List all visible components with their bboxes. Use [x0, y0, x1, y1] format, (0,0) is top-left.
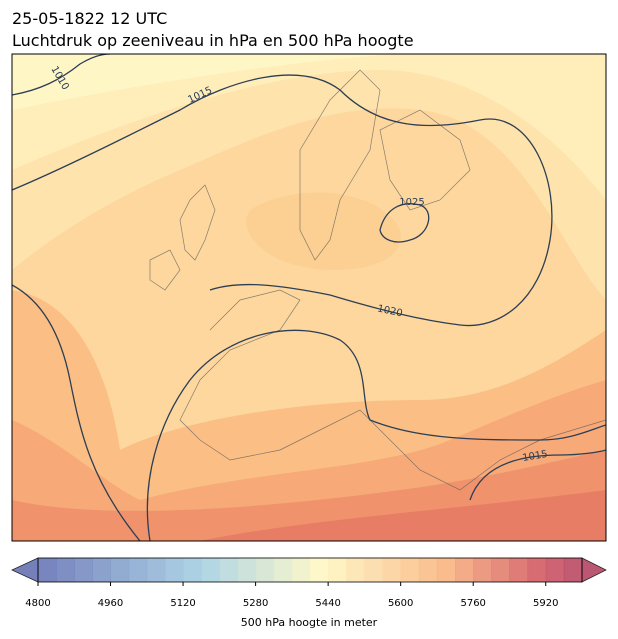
- colorbar-tick-label: 5280: [243, 598, 268, 609]
- colorbar-segment: [346, 558, 365, 582]
- isobar: [12, 74, 553, 327]
- colorbar-segment: [164, 558, 184, 582]
- colorbar-segment: [146, 558, 166, 582]
- colorbar-segment: [491, 558, 510, 582]
- isobar: [12, 284, 141, 541]
- colorbar-segment: [291, 558, 311, 582]
- colorbar-tick-label: 5760: [460, 598, 485, 609]
- map-frame: [11, 53, 607, 542]
- contour-label: 1020: [376, 303, 403, 319]
- colorbar-extend-low: [11, 557, 39, 583]
- contour-label: 1025: [399, 197, 424, 208]
- colorbar-segment: [310, 558, 329, 582]
- colorbar-segment: [527, 558, 547, 582]
- colorbar-segment: [128, 558, 148, 582]
- colorbar-segment: [364, 558, 384, 582]
- colorbar-segment: [237, 558, 257, 582]
- colorbar-segment: [473, 558, 492, 582]
- colorbar-segment: [436, 558, 456, 582]
- field-band: [12, 54, 606, 200]
- colorbar-tick-label: 5600: [388, 598, 413, 609]
- colorbar-segment: [400, 558, 420, 582]
- colorbar-tick-label: 5920: [533, 598, 558, 609]
- colorbar-segment: [38, 558, 57, 582]
- colorbar-segment: [545, 558, 565, 582]
- field-band: [200, 490, 606, 541]
- colorbar-segment: [509, 558, 529, 582]
- colorbar-segment: [455, 558, 474, 582]
- isobar: [379, 203, 430, 243]
- colorbar-tick-label: 5440: [315, 598, 340, 609]
- colorbar-segment: [273, 558, 293, 582]
- colorbar-segment: [92, 558, 112, 582]
- colorbar-segment: [74, 558, 93, 582]
- field-band: [12, 54, 606, 300]
- title: 25-05-1822 12 UTC: [12, 9, 167, 28]
- colorbar-tick-label: 4800: [25, 598, 50, 609]
- colorbar-segment: [328, 558, 347, 582]
- subtitle: Luchtdruk op zeeniveau in hPa en 500 hPa…: [12, 31, 414, 50]
- colorbar-segment: [255, 558, 275, 582]
- colorbar-segment: [219, 558, 238, 582]
- colorbar-label: 500 hPa hoogte in meter: [241, 616, 378, 629]
- colorbar-segment: [201, 558, 220, 582]
- field-band: [12, 54, 400, 110]
- colorbar-frame: [37, 557, 583, 583]
- colorbar: 4800 4960 5120 5280 5440 5600 5760 5920: [11, 557, 607, 609]
- colorbar-extend-high: [581, 557, 607, 583]
- field-band: [246, 192, 401, 270]
- colorbar-tick-label: 4960: [98, 598, 123, 609]
- colorbar-segment: [563, 558, 583, 582]
- colorbar-segment: [382, 558, 402, 582]
- coastline: [149, 69, 606, 491]
- colorbar-segment: [56, 558, 75, 582]
- colorbar-segment: [418, 558, 438, 582]
- colorbar-tick-label: 5120: [170, 598, 195, 609]
- colorbar-segment: [110, 558, 130, 582]
- colorbar-segment: [183, 558, 202, 582]
- contour-label: 1015: [522, 449, 549, 464]
- isobar: [469, 449, 606, 501]
- map: [12, 54, 606, 541]
- isobar: [146, 329, 606, 541]
- isobar: [12, 54, 111, 96]
